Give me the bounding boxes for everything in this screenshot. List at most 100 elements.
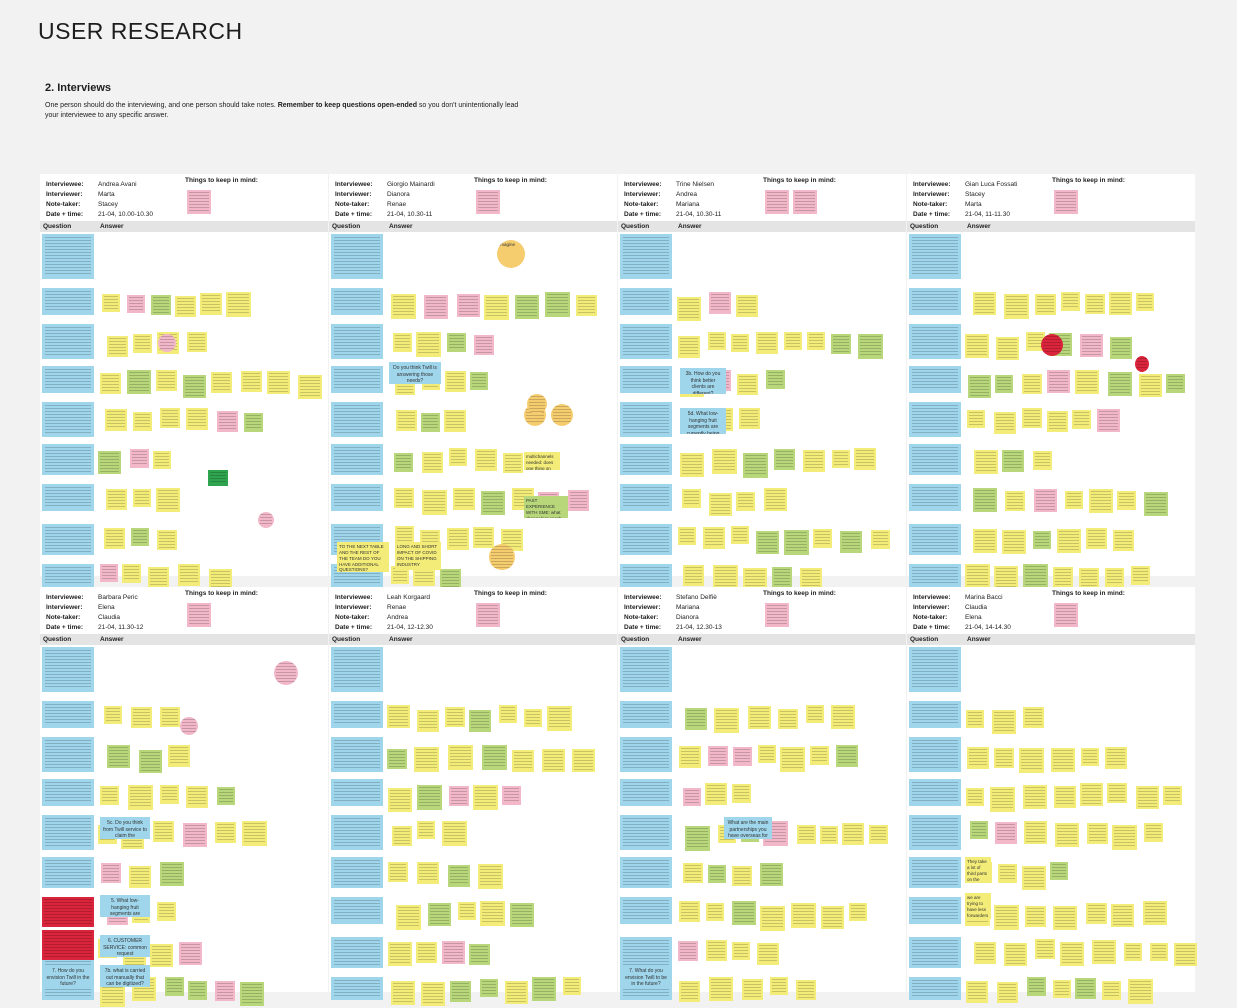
question-note[interactable] <box>331 977 383 1000</box>
question-note[interactable] <box>42 647 94 692</box>
question-note[interactable] <box>42 564 94 587</box>
sticky-note[interactable]: multichannels needed: does one thing on … <box>524 452 560 470</box>
question-note[interactable] <box>620 524 672 555</box>
answer-note[interactable] <box>966 788 984 806</box>
answer-note[interactable] <box>160 408 180 428</box>
answer-note[interactable] <box>469 710 491 732</box>
answer-note[interactable] <box>1050 862 1068 880</box>
answer-note[interactable] <box>705 783 727 805</box>
answer-note[interactable] <box>1057 529 1081 553</box>
answer-note[interactable] <box>1139 374 1162 397</box>
question-note[interactable] <box>909 324 961 359</box>
answer-note[interactable] <box>683 863 703 883</box>
answer-note[interactable] <box>1166 374 1185 393</box>
answer-note[interactable] <box>157 530 177 550</box>
answer-note[interactable] <box>739 408 760 429</box>
answer-note[interactable] <box>482 745 507 770</box>
answer-note[interactable] <box>708 332 726 350</box>
answer-note[interactable] <box>106 489 127 510</box>
answer-note[interactable] <box>1108 372 1132 396</box>
answer-note[interactable] <box>107 745 130 768</box>
answer-note[interactable] <box>417 862 439 884</box>
answer-note[interactable] <box>842 823 864 845</box>
answer-note[interactable] <box>831 705 855 729</box>
answer-note[interactable] <box>807 332 825 350</box>
answer-note[interactable] <box>1034 489 1057 512</box>
answer-note[interactable] <box>448 745 473 770</box>
answer-note[interactable] <box>388 862 408 882</box>
sticky-note[interactable]: TO THE NEXT TABLE AND THE REST OF THE TE… <box>337 542 389 572</box>
answer-note[interactable] <box>1128 979 1153 1004</box>
answer-note[interactable] <box>105 409 127 431</box>
answer-note[interactable] <box>1143 901 1167 925</box>
answer-note[interactable] <box>447 333 466 352</box>
sticky-note[interactable]: Do you think Twill is answering those ne… <box>389 362 441 384</box>
answer-note[interactable] <box>156 488 180 512</box>
answer-note[interactable] <box>445 371 466 392</box>
answer-note[interactable] <box>748 706 771 729</box>
answer-note[interactable] <box>416 942 437 963</box>
answer-note[interactable] <box>510 903 534 927</box>
keep-note[interactable] <box>1054 603 1078 627</box>
answer-note[interactable] <box>445 707 465 727</box>
answer-note[interactable] <box>974 942 996 964</box>
answer-note[interactable] <box>150 944 173 967</box>
answer-note[interactable] <box>157 902 176 921</box>
question-note[interactable] <box>620 937 672 968</box>
answer-note[interactable] <box>298 375 322 399</box>
sticky-note[interactable]: 7. How do you envision Twill in the futu… <box>42 965 94 987</box>
sticky-note[interactable]: Imagine <box>497 240 525 268</box>
sticky-note[interactable]: 6. CUSTOMER SERVICE: common request <box>100 935 150 957</box>
question-note[interactable] <box>909 234 961 279</box>
answer-note[interactable] <box>1054 786 1076 808</box>
answer-note[interactable] <box>1035 939 1055 959</box>
answer-note[interactable] <box>994 566 1018 590</box>
answer-note[interactable] <box>127 370 151 394</box>
answer-note[interactable] <box>994 905 1019 930</box>
question-note[interactable] <box>331 366 383 393</box>
answer-note[interactable] <box>1124 943 1142 961</box>
answer-note[interactable] <box>973 488 997 512</box>
answer-note[interactable] <box>572 749 595 772</box>
answer-note[interactable] <box>484 295 509 320</box>
answer-note[interactable] <box>974 450 998 474</box>
answer-note[interactable] <box>714 708 739 733</box>
answer-note[interactable] <box>784 332 802 350</box>
answer-note[interactable] <box>449 448 467 466</box>
answer-note[interactable] <box>780 747 805 772</box>
question-note[interactable] <box>42 737 94 772</box>
answer-note[interactable] <box>678 336 700 358</box>
answer-note[interactable] <box>756 531 779 554</box>
answer-note[interactable] <box>133 334 152 353</box>
answer-note[interactable] <box>758 745 776 763</box>
answer-note[interactable] <box>1023 785 1047 809</box>
answer-note[interactable] <box>682 489 701 508</box>
answer-note[interactable] <box>1097 409 1120 432</box>
keep-note[interactable] <box>476 190 500 214</box>
answer-note[interactable] <box>428 903 451 926</box>
answer-note[interactable] <box>1136 293 1154 311</box>
answer-note[interactable] <box>679 746 701 768</box>
answer-note[interactable] <box>772 567 792 587</box>
answer-note[interactable] <box>129 866 151 888</box>
answer-note[interactable] <box>1047 370 1070 393</box>
question-note[interactable] <box>620 444 672 475</box>
answer-note[interactable] <box>774 449 795 470</box>
answer-note[interactable] <box>168 745 190 767</box>
answer-note[interactable] <box>453 488 475 510</box>
question-note[interactable] <box>620 701 672 728</box>
answer-note[interactable] <box>1075 978 1096 999</box>
sticky-note[interactable]: 5c. Do you think from Twill service to c… <box>100 817 150 839</box>
answer-note[interactable] <box>764 488 787 511</box>
answer-note[interactable] <box>709 292 731 314</box>
question-note[interactable] <box>331 857 383 888</box>
answer-note[interactable] <box>388 788 412 812</box>
answer-note[interactable] <box>139 750 162 773</box>
answer-note[interactable] <box>394 488 414 508</box>
answer-note[interactable] <box>449 786 469 806</box>
answer-note[interactable] <box>183 823 207 847</box>
keep-note[interactable] <box>765 603 789 627</box>
answer-note[interactable] <box>742 979 763 1000</box>
question-note[interactable] <box>331 937 383 968</box>
question-note[interactable] <box>620 737 672 772</box>
